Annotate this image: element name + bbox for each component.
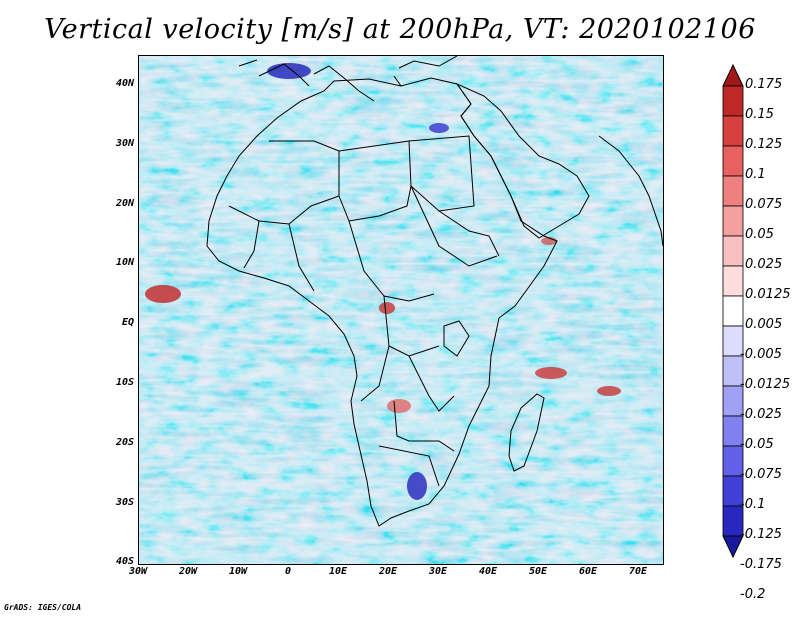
lon-label: 0 [284,566,292,577]
lat-label: 40N [115,78,134,89]
colorbar-level-label: -0.05 [740,437,774,452]
field-streaks [139,56,663,564]
colorbar-swatch [722,265,744,297]
colorbar-level-label: -0.005 [740,347,782,362]
colorbar [722,64,744,558]
lat-label: EQ [121,317,134,329]
colorbar-level-label: -0.175 [740,557,782,572]
colorbar-level-label: 0.0125 [745,287,791,302]
colorbar-level-label: 0.005 [745,317,783,332]
colorbar-level-label: -0.025 [740,407,782,422]
colorbar-level-label: -0.075 [740,467,782,482]
colorbar-level-label: 0.025 [745,257,783,272]
colorbar-level-label: -0.0125 [740,377,791,392]
colorbar-level-label: -0.2 [740,587,766,602]
footer-credit: GrADS: IGES/COLA [4,603,82,612]
lon-label: 10E [328,566,348,577]
lon-label: 50E [528,566,548,577]
map-panel [138,55,664,565]
colorbar-level-label: 0.175 [745,77,783,92]
colorbar-swatch [722,145,744,177]
colorbar-level-label: 0.05 [745,227,774,242]
colorbar-level-label: 0.125 [745,137,783,152]
map-canvas [139,56,663,564]
colorbar-swatch [722,175,744,207]
colorbar-top-triangle [722,64,744,87]
lon-label: 60E [578,566,598,577]
colorbar-swatch [722,235,744,267]
colorbar-level-label: 0.15 [745,107,774,122]
lat-label: 10S [115,377,134,388]
lat-label: 20N [115,197,134,209]
lat-label: 30N [115,137,134,149]
convective-cells [145,63,621,500]
colorbar-swatch [722,115,744,147]
lon-label: 20E [378,566,398,577]
lat-label: 20S [115,436,134,448]
lon-label: 10W [228,566,248,577]
colorbar-level-label: 0.1 [745,167,766,182]
lon-label: 30W [128,566,148,577]
colorbar-swatch [722,85,744,117]
lon-label: 70E [628,566,648,577]
lon-label: 30E [428,566,448,577]
colorbar-swatch [722,295,744,327]
lon-label: 20W [178,566,198,577]
colorbar-swatch [722,205,744,237]
colorbar-level-label: 0.075 [745,197,783,212]
lat-label: 40S [115,556,134,568]
colorbar-level-label: -0.1 [740,497,766,512]
colorbar-bottom-triangle [722,535,744,558]
lat-label: 10N [115,257,134,269]
coastlines [206,56,663,527]
chart-title: Vertical velocity [m/s] at 200hPa, VT: 2… [44,14,756,45]
colorbar-level-label: -0.125 [740,527,782,542]
lat-label: 30S [115,496,134,508]
lon-label: 40E [478,566,498,577]
